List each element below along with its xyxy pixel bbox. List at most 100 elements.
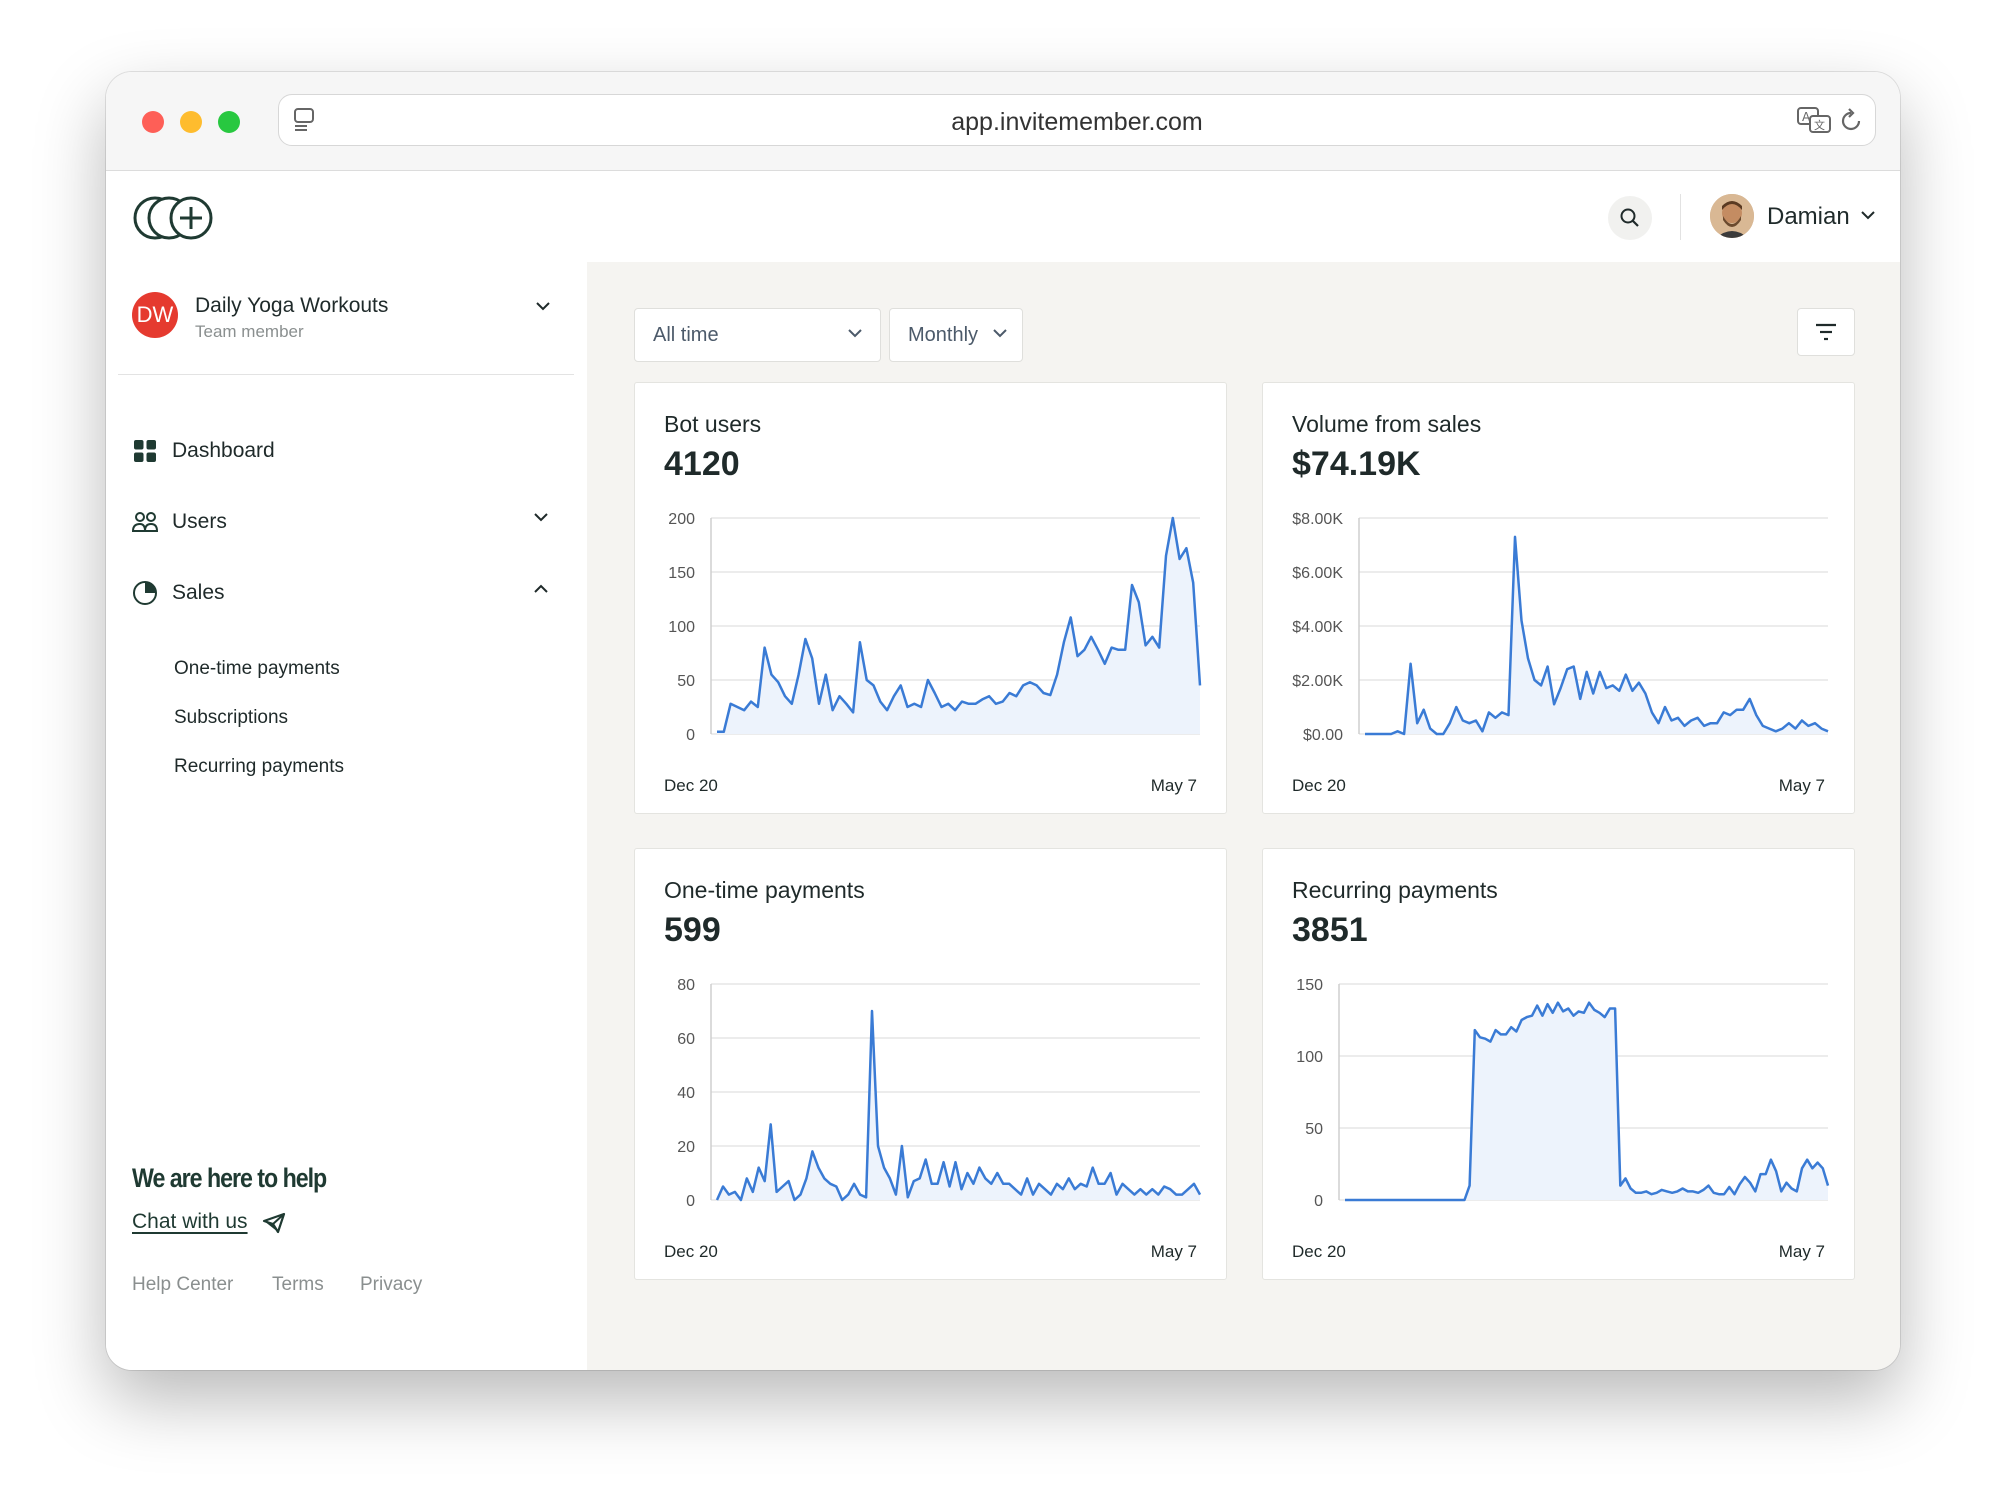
x-axis-start-label: Dec 20 <box>664 776 718 795</box>
chevron-down-icon <box>992 327 1008 345</box>
y-tick-label: $2.00K <box>1292 673 1343 690</box>
grid-icon <box>132 438 158 464</box>
chart-bot-users: 0 50 100 150 200 <box>668 511 1202 744</box>
user-avatar[interactable] <box>1710 194 1754 238</box>
sidebar-toggle-icon[interactable] <box>293 107 315 136</box>
sidebar-item-label: Dashboard <box>172 439 275 462</box>
pie-chart-icon <box>132 580 158 606</box>
y-tick-label: 100 <box>668 619 695 636</box>
svg-text:A: A <box>1802 110 1811 124</box>
reload-icon[interactable] <box>1839 107 1863 138</box>
card-title: One-time payments <box>664 877 865 903</box>
series-area <box>1345 1002 1828 1200</box>
card-value: 599 <box>664 911 721 949</box>
search-icon <box>1620 208 1639 227</box>
sidebar-item-label: Users <box>172 510 227 533</box>
y-tick-label: 80 <box>677 977 695 994</box>
card-title: Bot users <box>664 411 762 437</box>
y-tick-label: 50 <box>1305 1121 1323 1138</box>
y-tick-label: $4.00K <box>1292 619 1343 636</box>
y-tick-label: 100 <box>1296 1049 1323 1066</box>
sidebar-item-users[interactable]: Users <box>132 502 562 542</box>
help-center-link[interactable]: Help Center <box>132 1274 234 1295</box>
card-value: 3851 <box>1292 911 1368 949</box>
sidebar-subitem-one-time-payments[interactable]: One-time payments <box>174 658 340 679</box>
stat-card-bot-users: Bot users 4120 0 50 100 150 200 Dec 20 May 7 <box>634 382 1227 814</box>
sidebar-divider <box>118 374 574 375</box>
y-tick-label: $0.00 <box>1303 727 1343 744</box>
stat-card-volume-from-sales: Volume from sales $74.19K $0.00 $2.00K $4.… <box>1262 382 1855 814</box>
x-axis-end-label: May 7 <box>1150 1242 1197 1261</box>
series-line <box>717 516 1202 734</box>
dashboard-main: All time Monthly Bot users 4120 0 50 100 15… <box>587 262 1900 1370</box>
app-header: Damian <box>106 172 1900 262</box>
header-divider <box>1680 194 1681 240</box>
chart-one-time-payments: 0 20 40 60 80 <box>677 977 1202 1210</box>
series-line <box>715 1009 1202 1202</box>
y-tick-label: 0 <box>686 1193 695 1210</box>
x-axis-end-label: May 7 <box>1150 776 1197 795</box>
sidebar-item-label: Sales <box>172 581 225 604</box>
privacy-link[interactable]: Privacy <box>360 1274 423 1295</box>
user-name[interactable]: Damian <box>1767 203 1850 230</box>
sidebar-item-sales[interactable]: Sales <box>132 573 562 613</box>
url-text: app.invitemember.com <box>951 108 1203 136</box>
interval-dropdown[interactable]: Monthly <box>889 308 1023 362</box>
x-axis-start-label: Dec 20 <box>1292 1242 1346 1261</box>
series-line <box>1345 1001 1830 1202</box>
invitemember-logo[interactable] <box>133 194 215 247</box>
card-value: $74.19K <box>1292 445 1421 483</box>
series-area <box>1365 536 1828 734</box>
y-tick-label: $6.00K <box>1292 565 1343 582</box>
terms-link[interactable]: Terms <box>272 1274 324 1295</box>
period-value: All time <box>653 324 719 346</box>
search-button[interactable] <box>1608 196 1652 240</box>
chevron-down-icon <box>846 327 864 345</box>
filter-button[interactable] <box>1797 308 1855 356</box>
stat-card-recurring-payments: Recurring payments 3851 0 50 100 150 Dec 20… <box>1262 848 1855 1280</box>
y-tick-label: 0 <box>1314 1193 1323 1210</box>
series-line <box>1365 535 1829 736</box>
chevron-down-icon[interactable] <box>534 300 552 318</box>
project-role: Team member <box>195 322 304 341</box>
x-axis-end-label: May 7 <box>1778 776 1825 795</box>
send-icon[interactable] <box>262 1212 286 1239</box>
period-dropdown[interactable]: All time <box>634 308 881 362</box>
y-tick-label: $8.00K <box>1292 511 1343 528</box>
chat-with-us-link[interactable]: Chat with us <box>132 1210 248 1233</box>
sidebar-subitem-recurring-payments[interactable]: Recurring payments <box>174 756 345 777</box>
help-heading: We are here to help <box>132 1163 327 1193</box>
chevron-down-icon[interactable] <box>532 511 550 529</box>
interval-value: Monthly <box>908 324 979 346</box>
svg-text:文: 文 <box>1814 118 1825 132</box>
project-name: Daily Yoga Workouts <box>195 294 389 317</box>
x-axis-start-label: Dec 20 <box>1292 776 1346 795</box>
y-tick-label: 60 <box>677 1031 695 1048</box>
chevron-up-icon[interactable] <box>532 582 550 600</box>
filter-icon <box>1816 323 1836 341</box>
x-axis-end-label: May 7 <box>1778 1242 1825 1261</box>
y-tick-label: 50 <box>677 673 695 690</box>
sidebar-item-dashboard[interactable]: Dashboard <box>132 431 562 471</box>
card-title: Recurring payments <box>1292 877 1498 903</box>
y-tick-label: 150 <box>668 565 695 582</box>
users-icon <box>132 509 158 535</box>
series-area <box>717 518 1200 734</box>
chevron-down-icon[interactable] <box>1860 208 1876 226</box>
y-tick-label: 40 <box>677 1085 695 1102</box>
card-title: Volume from sales <box>1292 411 1482 437</box>
y-tick-label: 200 <box>668 511 695 528</box>
close-window-button[interactable] <box>142 111 164 133</box>
y-tick-label: 20 <box>677 1139 695 1156</box>
sidebar-subitem-subscriptions[interactable]: Subscriptions <box>174 707 289 728</box>
chart-volume-from-sales: $0.00 $2.00K $4.00K $6.00K $8.00K <box>1292 511 1829 744</box>
minimize-window-button[interactable] <box>180 111 202 133</box>
maximize-window-button[interactable] <box>218 111 240 133</box>
x-axis-start-label: Dec 20 <box>664 1242 718 1261</box>
project-switcher[interactable]: DW Daily Yoga Workouts Team member <box>132 292 562 352</box>
stat-card-one-time-payments: One-time payments 599 0 20 40 60 80 Dec 20 M… <box>634 848 1227 1280</box>
